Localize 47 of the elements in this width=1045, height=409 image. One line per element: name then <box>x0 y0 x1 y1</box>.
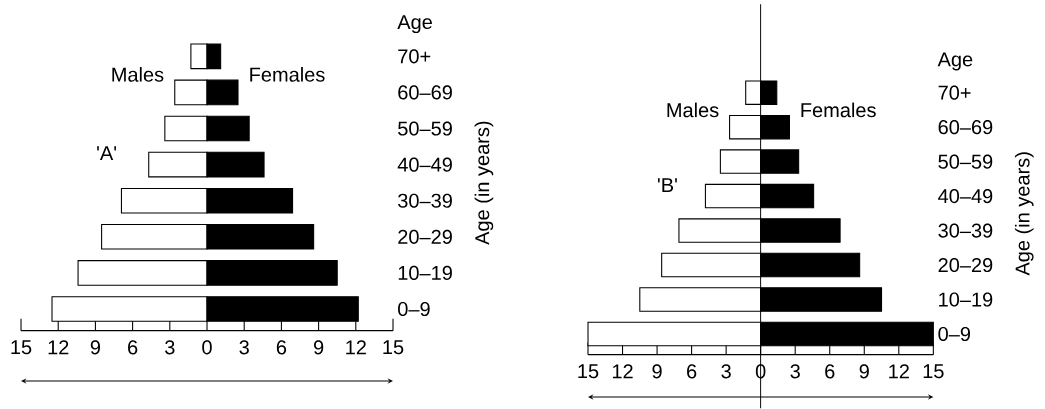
x-tick-label: 6 <box>128 340 138 355</box>
text: Age <box>937 52 973 71</box>
series-label: Females <box>250 67 325 82</box>
x-tick-label: 15 <box>383 340 404 355</box>
x-tick-label: 9 <box>313 340 324 355</box>
x-tick-label: 12 <box>889 364 909 379</box>
y-tick-label: 40–49 <box>938 189 993 204</box>
x-tick-label: 15 <box>923 364 944 379</box>
y-tick-label: 40–49 <box>397 157 452 172</box>
x-tick-label: 9 <box>90 340 101 355</box>
y-tick-label: 0–9 <box>938 326 970 342</box>
annotation: 'B' <box>657 178 677 192</box>
y-tick-label: 70+ <box>398 49 431 64</box>
y-tick-label: 0–9 <box>398 301 430 317</box>
text: Age <box>397 15 432 34</box>
series-label: Females <box>801 102 876 118</box>
y-tick-label: 60–69 <box>938 120 993 135</box>
x-tick-label: 3 <box>790 364 800 379</box>
x-tick-label: 9 <box>859 364 869 379</box>
annotation: 'A' <box>97 146 117 160</box>
x-tick-label: 6 <box>276 340 287 355</box>
x-tick-label: 0 <box>202 340 212 355</box>
y-tick-label: 20–29 <box>938 258 993 273</box>
y-tick-label: 30–39 <box>938 223 993 238</box>
x-tick-label: 12 <box>346 340 366 355</box>
y-tick-label: 70+ <box>938 85 971 100</box>
x-tick-label: 6 <box>687 364 697 379</box>
x-tick-label: 3 <box>165 340 175 355</box>
y-tick-label: 60–69 <box>398 85 452 100</box>
x-tick-label: 12 <box>48 340 69 355</box>
x-tick-label: 3 <box>239 340 249 355</box>
y-tick-label: 50–59 <box>938 154 993 169</box>
y-tick-label: 20–29 <box>398 229 452 244</box>
x-tick-label: 6 <box>825 364 835 379</box>
y-tick-label: 10–19 <box>939 292 993 307</box>
y-axis-title: Age (in years) <box>474 121 494 245</box>
series-label: Males <box>112 67 164 82</box>
x-tick-label: 3 <box>721 364 731 379</box>
x-tick-label: 15 <box>578 364 599 379</box>
y-tick-label: 50–59 <box>398 121 452 136</box>
x-tick-label: 12 <box>612 364 633 379</box>
series-label: Males <box>667 102 719 118</box>
x-tick-label: 15 <box>11 340 32 355</box>
y-tick-label: 10–19 <box>398 265 452 281</box>
x-tick-label: 9 <box>652 364 662 379</box>
y-axis-title: Age (in years) <box>1014 152 1034 276</box>
y-tick-label: 30–39 <box>398 193 452 208</box>
